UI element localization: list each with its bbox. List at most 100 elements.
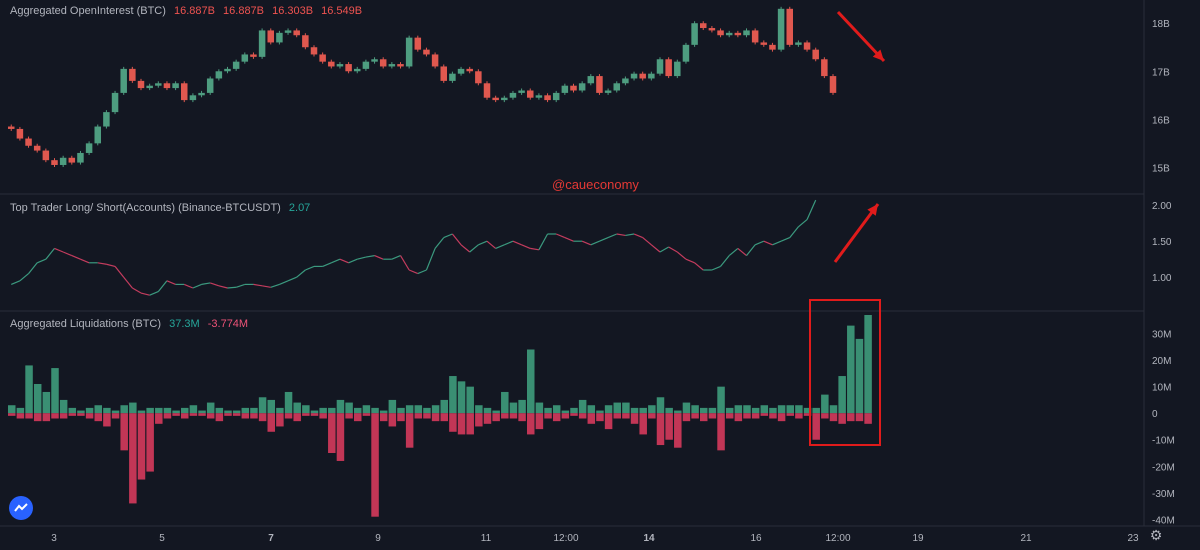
liquidation-short-bar xyxy=(622,413,630,419)
candle xyxy=(682,44,690,62)
y-tick-label: 20M xyxy=(1152,356,1171,367)
long-short-line-segment xyxy=(262,285,271,288)
liquidation-short-bar xyxy=(215,413,224,422)
long-short-line-segment xyxy=(270,283,280,288)
candle xyxy=(829,76,837,93)
liquidation-long-bar xyxy=(172,410,180,414)
liquidation-short-bar xyxy=(8,413,16,416)
long-short-line-segment xyxy=(331,258,341,264)
liquidation-long-bar xyxy=(276,407,284,414)
liquidation-short-bar xyxy=(172,413,180,416)
candle xyxy=(198,92,205,96)
candle xyxy=(181,83,188,101)
liquidation-short-bar xyxy=(302,413,310,416)
long-short-line-segment xyxy=(28,262,38,274)
liquidation-long-bar xyxy=(258,397,267,414)
candle xyxy=(51,160,58,165)
candle xyxy=(310,47,318,55)
tradingview-cloud-icon[interactable] xyxy=(9,496,33,520)
candle xyxy=(189,95,197,101)
candle xyxy=(129,68,136,81)
liquidation-short-bar xyxy=(431,413,440,422)
liquidation-long-bar xyxy=(570,407,578,414)
long-short-legend: Top Trader Long/ Short(Accounts) (Binanc… xyxy=(10,202,315,214)
long-short-line-segment xyxy=(711,265,721,271)
long-short-line-segment xyxy=(348,258,358,264)
candle xyxy=(544,95,551,101)
liquidation-long-bar xyxy=(769,407,777,414)
liquidation-long-bar xyxy=(682,402,691,414)
up-arrow-annotation xyxy=(833,203,880,263)
long-short-line-segment xyxy=(806,199,817,220)
candle xyxy=(700,23,707,29)
candle xyxy=(405,37,413,67)
liquidation-long-bar xyxy=(622,402,630,414)
liquidation-long-bar xyxy=(725,407,734,414)
candle xyxy=(241,54,249,62)
liquidation-long-bar xyxy=(527,349,535,414)
liquidation-short-bar xyxy=(674,413,682,448)
liquidation-short-bar xyxy=(163,413,172,419)
candle xyxy=(103,112,110,127)
x-tick-label: 9 xyxy=(375,533,381,544)
long-short-line-segment xyxy=(495,244,505,249)
liquidation-short-bar xyxy=(700,413,708,422)
liquidation-short-bar xyxy=(821,413,829,419)
liquidation-short-bar xyxy=(760,413,769,416)
liquidation-long-bar xyxy=(414,405,423,414)
long-short-line-segment xyxy=(616,233,626,237)
long-short-line-segment xyxy=(772,240,782,246)
long-short-line-segment xyxy=(339,258,349,264)
candle xyxy=(777,8,785,50)
candle xyxy=(328,61,335,67)
liquidation-long-bar xyxy=(613,402,621,414)
long-short-line-segment xyxy=(754,240,765,246)
long-short-line-segment xyxy=(365,255,375,258)
liquidation-short-bar xyxy=(25,413,33,419)
candle xyxy=(276,32,283,43)
liquidation-long-bar xyxy=(345,402,353,414)
liquidation-long-bar xyxy=(518,399,526,414)
liquidation-short-bar xyxy=(509,413,518,419)
liquidation-long-bar xyxy=(795,405,803,414)
liquidation-long-bar xyxy=(475,405,483,414)
liquidation-long-bar xyxy=(630,407,639,414)
liquidation-long-bar xyxy=(544,407,552,414)
liquidation-short-bar xyxy=(85,413,94,419)
long-short-line-segment xyxy=(80,258,90,264)
liquidation-long-bar xyxy=(855,338,864,414)
liquidation-short-bar xyxy=(648,413,656,419)
candle xyxy=(16,128,24,139)
liquidation-short-bar xyxy=(129,413,137,504)
liquidation-short-bar xyxy=(847,413,855,422)
long-short-line-segment xyxy=(659,246,669,253)
liquidation-long-bar xyxy=(302,405,310,414)
gear-icon[interactable]: ⚙ xyxy=(1149,527,1163,543)
liquidation-short-bar xyxy=(864,413,872,424)
highlight-box-annotation xyxy=(809,299,881,446)
long-short-line-segment xyxy=(322,262,332,267)
long-short-line-segment xyxy=(737,247,747,257)
long-short-line-segment xyxy=(425,248,436,271)
liquidation-short-bar xyxy=(475,413,483,427)
candle xyxy=(665,59,672,77)
liquidation-short-bar xyxy=(146,413,154,472)
liquidation-short-bar xyxy=(829,413,838,422)
liquidation-long-bar xyxy=(206,402,215,414)
liquidation-short-bar xyxy=(725,413,734,419)
liquidation-short-bar xyxy=(379,413,388,422)
liquidation-short-bar xyxy=(492,413,500,422)
liquidation-short-bar xyxy=(16,413,25,419)
candle xyxy=(734,32,742,36)
candle xyxy=(786,8,793,45)
candle xyxy=(604,90,612,93)
liquidation-short-bar xyxy=(639,413,647,435)
liquidation-long-bar xyxy=(786,405,794,414)
long-short-line-segment xyxy=(668,246,678,253)
liquidation-long-bar xyxy=(535,402,544,414)
long-short-line-segment xyxy=(192,283,202,289)
candle xyxy=(120,68,127,93)
liquidation-short-bar xyxy=(189,413,198,416)
open-interest-high: 16.887B xyxy=(223,5,265,17)
x-tick-label: 3 xyxy=(51,533,57,544)
